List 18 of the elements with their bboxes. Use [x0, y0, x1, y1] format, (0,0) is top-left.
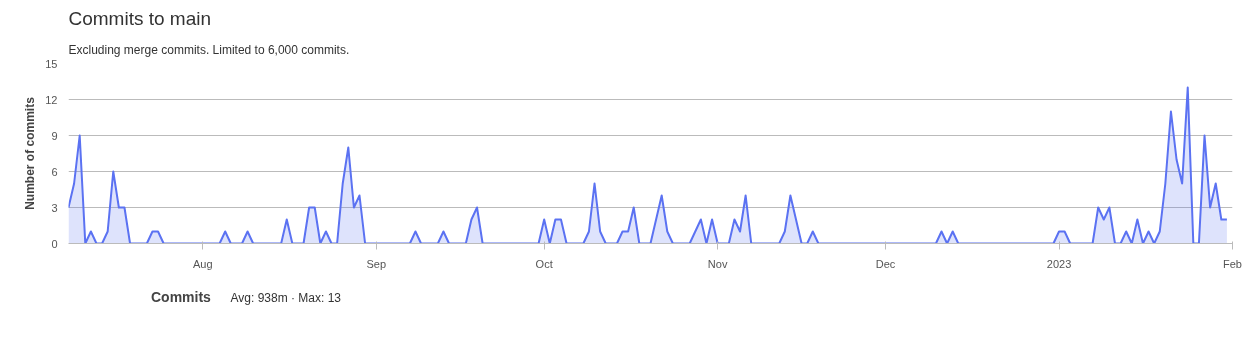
y-tick-label: 6: [51, 165, 58, 178]
x-tick-label: Oct: [535, 257, 553, 270]
x-tick-label: Dec: [875, 257, 896, 270]
y-tick-label: 15: [45, 57, 58, 70]
chart-title: Commits to main: [68, 7, 212, 29]
x-tick-label: Feb: [1223, 257, 1242, 270]
text: Avg: 938m · Max: 13: [230, 290, 342, 305]
text: Commits: [151, 289, 211, 305]
x-tick-label: Aug: [193, 257, 213, 270]
y-tick-label: 9: [51, 129, 58, 142]
y-tick-label: 12: [45, 93, 58, 106]
x-tick-label: Sep: [366, 257, 387, 270]
y-tick-label: 0: [51, 237, 58, 250]
x-tick-label: 2023: [1046, 257, 1072, 270]
y-tick-label: 3: [51, 201, 58, 214]
chart-subtitle: Excluding merge commits. Limited to 6,000 commits.: [68, 42, 350, 57]
x-tick-label: Nov: [707, 257, 728, 270]
y-axis-title: Number of commits: [23, 96, 38, 210]
